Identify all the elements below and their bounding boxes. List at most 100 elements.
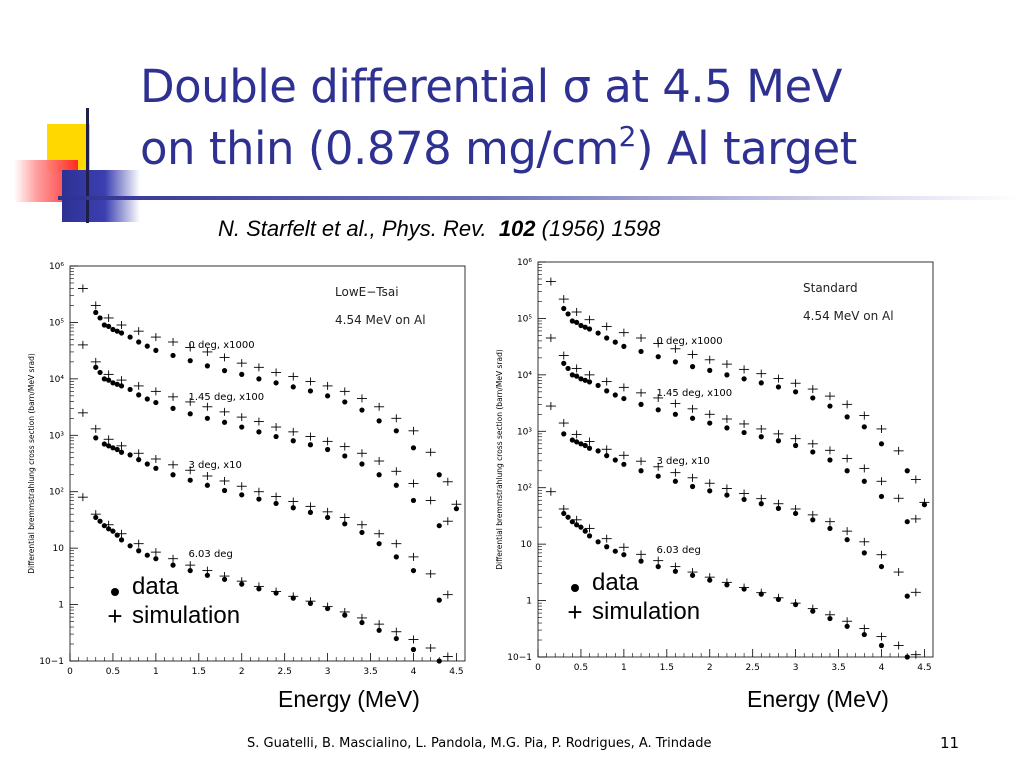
data-point — [410, 497, 417, 504]
sim-plus-marker — [442, 590, 453, 599]
sim-plus-marker — [133, 381, 144, 390]
sim-plus-marker — [824, 392, 835, 401]
sim-plus-marker — [704, 410, 715, 419]
data-point — [325, 446, 331, 453]
data-point — [655, 473, 661, 479]
data-point — [707, 367, 713, 373]
sim-plus-marker — [339, 513, 350, 522]
data-point — [393, 482, 399, 488]
sim-plus-marker — [425, 569, 436, 578]
data-point — [273, 380, 279, 386]
data-point — [586, 445, 593, 451]
sim-plus-marker — [408, 635, 419, 644]
data-point — [638, 401, 644, 407]
sim-plus-marker — [721, 415, 732, 424]
data-point — [621, 343, 627, 349]
sim-plus-marker — [859, 411, 870, 420]
sim-plus-marker — [374, 402, 385, 411]
sim-plus-marker — [305, 502, 316, 511]
data-point — [586, 379, 593, 385]
data-point — [110, 380, 116, 386]
data-point — [724, 372, 730, 378]
x-tick-label: 0 — [67, 667, 73, 677]
data-point — [144, 343, 150, 349]
data-point — [672, 359, 678, 365]
data-point — [110, 326, 116, 333]
data-point — [758, 380, 764, 386]
data-point — [93, 435, 99, 441]
data-point — [204, 482, 210, 488]
sim-plus-marker — [133, 327, 144, 336]
data-point — [861, 550, 867, 556]
data-point — [187, 477, 193, 483]
data-point — [118, 449, 125, 455]
sim-plus-marker — [150, 548, 161, 557]
data-point — [741, 496, 747, 503]
data-point — [239, 371, 245, 377]
data-point — [904, 519, 910, 525]
sim-plus-marker — [133, 449, 144, 458]
series-annotation: 0 deg, x1000 — [189, 340, 255, 351]
sim-plus-marker — [653, 556, 664, 565]
sim-plus-marker — [636, 333, 647, 342]
data-point — [436, 658, 442, 664]
data-point — [810, 395, 816, 401]
data-point — [904, 593, 910, 599]
data-point — [689, 364, 696, 370]
sim-plus-marker — [601, 534, 612, 543]
x-tick-label: 2 — [707, 663, 713, 673]
x-tick-label: 4.5 — [449, 667, 463, 677]
sim-plus-marker — [442, 517, 453, 526]
data-point — [273, 590, 279, 596]
sim-plus-marker — [584, 437, 595, 446]
sim-plus-marker — [842, 400, 853, 409]
data-point — [221, 576, 228, 582]
data-point — [114, 532, 120, 538]
data-point — [844, 468, 850, 474]
data-point — [127, 386, 133, 393]
data-point — [621, 461, 627, 467]
legend-label-data: data — [592, 568, 639, 596]
sim-plus-marker — [150, 454, 161, 463]
data-point — [204, 415, 210, 421]
data-point — [621, 552, 627, 558]
data-point — [273, 500, 279, 507]
legend-item-data: data — [100, 572, 240, 601]
data-point — [101, 523, 107, 529]
data-point — [144, 461, 150, 467]
data-point — [724, 492, 730, 498]
chart-lowe-tsai: 10−1 1 10 10² 10³ 10⁴ 10⁵ 10⁶ 0 0.5 1 1.5 2 2.5 3 3.5 4 4… — [27, 262, 466, 677]
data-point — [136, 392, 142, 398]
data-point — [307, 509, 314, 515]
data-point — [170, 352, 176, 359]
data-point — [582, 324, 588, 330]
data-point — [775, 596, 782, 602]
sim-plus-marker — [636, 550, 647, 559]
legend-label-simulation: simulation — [132, 601, 241, 629]
sim-plus-marker — [168, 460, 179, 469]
sim-plus-marker — [425, 448, 436, 457]
x-tick-label: 2.5 — [746, 663, 760, 673]
data-point — [307, 388, 314, 394]
data-point — [106, 377, 112, 383]
page-number: 11 — [940, 734, 960, 752]
sim-plus-marker — [721, 360, 732, 369]
x-tick-label: 0.5 — [106, 667, 120, 677]
sim-plus-marker — [322, 381, 333, 390]
sim-plus-marker — [687, 404, 698, 413]
sim-plus-marker — [807, 385, 818, 394]
data-point — [561, 305, 567, 312]
data-point — [153, 556, 159, 562]
data-point — [574, 373, 580, 379]
data-point — [97, 518, 103, 524]
x-tick-label: 4 — [411, 667, 417, 677]
data-point — [595, 382, 601, 389]
data-point — [118, 330, 125, 336]
data-point — [810, 449, 816, 455]
sim-plus-marker — [618, 451, 629, 460]
data-point — [118, 537, 125, 543]
data-point — [793, 510, 799, 517]
sim-plus-marker — [408, 552, 419, 561]
data-point — [127, 334, 133, 340]
data-point — [741, 429, 747, 436]
